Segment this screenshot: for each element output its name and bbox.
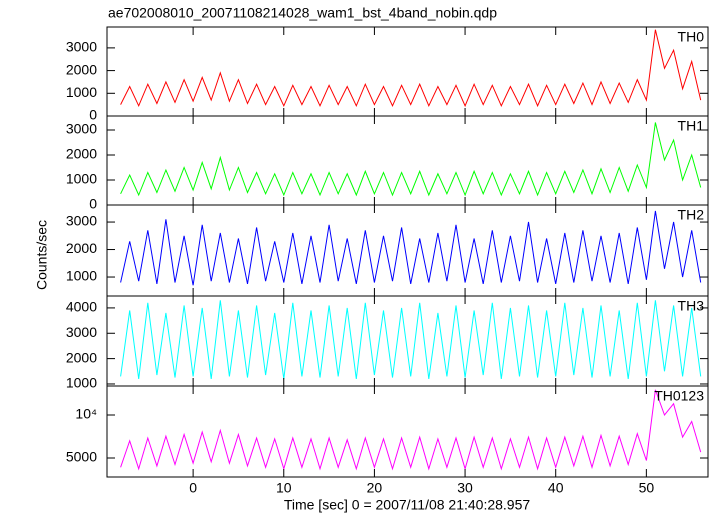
x-tick-label: 0 [189, 480, 197, 496]
data-line [120, 122, 702, 197]
y-tick-label: 3000 [66, 324, 97, 340]
panel-frame [106, 385, 709, 478]
series-label: TH1 [678, 118, 705, 134]
data-line [120, 300, 702, 379]
y-tick-label: 1000 [66, 268, 97, 284]
y-tick-label: 3000 [66, 213, 97, 229]
y-tick-label: 2000 [66, 146, 97, 162]
y-tick-label: 0 [89, 196, 97, 212]
y-tick-label: 4000 [66, 299, 97, 315]
y-tick-label: 1000 [66, 171, 97, 187]
data-line [120, 389, 702, 471]
panel-frame [106, 26, 709, 117]
y-tick-label: 2000 [66, 61, 97, 77]
x-tick-label: 20 [367, 480, 383, 496]
y-tick-label: 3000 [66, 39, 97, 55]
x-tick-label: 40 [548, 480, 564, 496]
y-tick-label: 1000 [66, 375, 97, 391]
x-tick-label: 10 [276, 480, 292, 496]
panel-frame [106, 115, 709, 206]
y-tick-label: 3000 [66, 121, 97, 137]
data-line [120, 29, 702, 108]
y-tick-label: 1000 [66, 84, 97, 100]
y-tick-label: 0 [89, 107, 97, 123]
y-tick-label: 5000 [66, 449, 97, 465]
x-axis-label: Time [sec] 0 = 2007/11/08 21:40:28.957 [284, 497, 531, 513]
y-axis-label: Counts/sec [34, 220, 50, 290]
chart-title: ae702008010_20071108214028_wam1_bst_4ban… [108, 5, 497, 21]
series-label: TH0 [678, 29, 705, 45]
panel-frame [106, 204, 709, 297]
y-tick-label: 10⁴ [75, 406, 97, 422]
data-line [120, 210, 702, 286]
x-tick-label: 30 [457, 480, 473, 496]
series-label: TH2 [678, 207, 705, 223]
series-label: TH0123 [654, 388, 704, 404]
series-label: TH3 [678, 298, 705, 314]
x-tick-label: 50 [639, 480, 655, 496]
panel-frame [106, 295, 709, 387]
y-tick-label: 2000 [66, 240, 97, 256]
y-tick-label: 2000 [66, 349, 97, 365]
